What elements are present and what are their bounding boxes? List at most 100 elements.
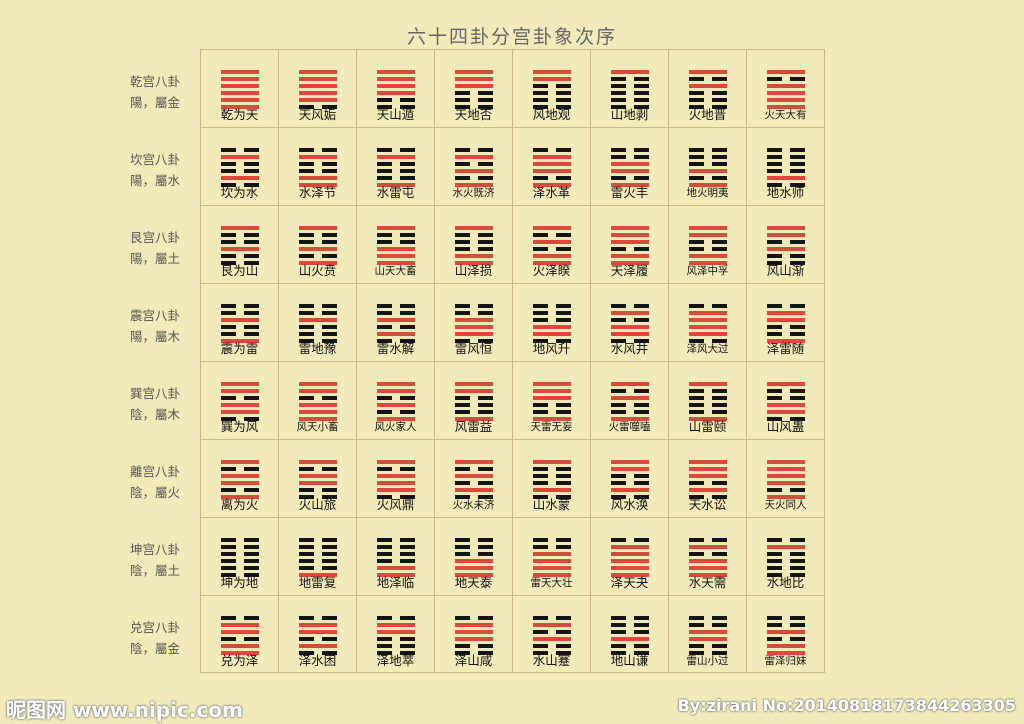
hexagram-cell: 风泽中孚 [669,206,747,284]
yin-line [377,169,415,173]
hexagram-cell: 火天大有 [747,50,825,128]
yang-line [611,240,649,244]
yang-line [455,623,493,627]
yang-line [221,77,259,81]
hexagram-symbol [455,226,493,265]
yang-line [689,169,727,173]
hexagram-symbol [299,382,337,421]
yang-line [299,261,337,265]
yang-line [299,403,337,407]
yin-line [533,311,571,315]
hexagram-cell: 雷火丰 [591,128,669,206]
yang-line [533,240,571,244]
hexagram-name: 天地否 [454,107,493,122]
yang-line [689,382,727,386]
hexagram-name: 天火同人 [764,499,807,511]
yang-line [611,70,649,74]
yang-line [611,573,649,577]
yang-line [377,77,415,81]
yin-line [455,233,493,237]
yang-line [221,339,259,343]
yin-line [455,105,493,109]
hexagram-name: 离为火 [220,497,259,512]
yang-line [299,84,337,88]
hexagram-cell: 天雷无妄 [513,362,591,440]
yang-line [455,332,493,336]
yin-line [767,637,805,641]
hexagram-name: 兑为泽 [220,653,259,668]
yang-line [689,545,727,549]
palace-name: 震宫八卦 [129,308,180,323]
yang-line [611,396,649,400]
yang-line [455,460,493,464]
yang-line [611,559,649,563]
yin-line [611,318,649,322]
hexagram-cell: 雷泽归妹 [747,596,825,673]
hexagram-symbol [299,616,337,655]
yang-line [377,70,415,74]
yang-line [455,559,493,563]
hexagram-symbol [611,616,649,655]
yang-line [689,467,727,471]
hexagram-name: 山水蒙 [532,497,571,512]
hexagram-cell: 山地剥 [591,50,669,128]
yin-line [221,545,259,549]
yang-line [299,155,337,159]
palace-attribute: 陰，屬土 [129,563,180,578]
yang-line [377,318,415,322]
hexagram-cell: 震为雷 [201,284,279,362]
yang-line [533,460,571,464]
palace-label: 兑宫八卦 陰，屬金 [118,617,192,659]
yang-line [689,311,727,315]
hexagram-name: 坤为地 [220,575,259,590]
hexagram-symbol [455,538,493,577]
yin-line [533,644,571,648]
palace-label: 震宫八卦 陽，屬木 [118,305,192,347]
hexagram-cell: 火雷噬嗑 [591,362,669,440]
yang-line [299,460,337,464]
hexagram-symbol [767,460,805,499]
hexagram-symbol [533,148,571,187]
yin-line [299,552,337,556]
yang-line [221,382,259,386]
yin-line [299,233,337,237]
yang-line [767,474,805,478]
yin-line [689,552,727,556]
hexagram-cell: 火地晋 [669,50,747,128]
yin-line [221,311,259,315]
hexagram-name: 山地剥 [610,107,649,122]
hexagram-name: 风雷益 [454,419,493,434]
yin-line [299,304,337,308]
yin-line [689,410,727,414]
yin-line [299,545,337,549]
yin-line [221,169,259,173]
hexagram-name: 水泽节 [298,185,337,200]
yin-line [299,467,337,471]
hexagram-cell: 离为火 [201,440,279,518]
palace-label: 乾宫八卦 陽，屬金 [118,71,192,113]
hexagram-cell: 地水师 [747,128,825,206]
yin-line [455,91,493,95]
yin-line [299,105,337,109]
yin-line [377,304,415,308]
yang-line [221,651,259,655]
palace-label: 艮宫八卦 陽，屬土 [118,227,192,269]
hexagram-name: 雷泽归妹 [764,655,807,667]
hexagram-name: 风山渐 [766,263,805,278]
hexagram-symbol [533,226,571,265]
yin-line [767,332,805,336]
yin-line [611,91,649,95]
yang-line [455,169,493,173]
yin-line [377,559,415,563]
yang-line [611,552,649,556]
hexagram-symbol [377,226,415,265]
hexagram-name: 山天大畜 [374,265,417,277]
yin-line [377,396,415,400]
yin-line [377,233,415,237]
hexagram-cell: 乾为天 [201,50,279,128]
yang-line [455,382,493,386]
yin-line [611,176,649,180]
hexagram-cell: 水泽节 [279,128,357,206]
yin-line [611,155,649,159]
yin-line [377,240,415,244]
